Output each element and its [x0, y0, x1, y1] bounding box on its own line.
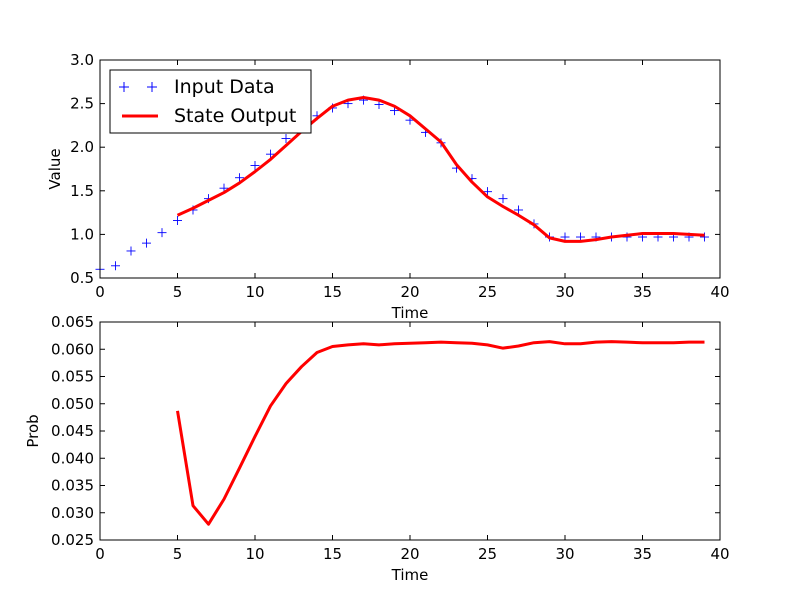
bottom-y-tick-label: 0.025 — [51, 531, 94, 549]
bottom-x-axis-label: Time — [391, 566, 429, 584]
input-data-point — [514, 205, 523, 215]
legend-marker-input-data — [119, 82, 157, 92]
input-data-point — [142, 238, 151, 248]
bottom-plot-area — [176, 340, 705, 526]
top-subplot: 0 5 10 15 20 25 30 35 400.51.01.52.02.53.0 Time … — [46, 51, 730, 322]
bottom-y-tick-label: 0.050 — [51, 395, 94, 413]
bottom-axis-ticks: 0 5 10 15 20 25 30 35 40 0.025 0.030 0.035 0.040 0.04… — [51, 313, 730, 563]
bottom-y-axis-label: Prob — [24, 414, 42, 447]
top-plot-area — [95, 95, 709, 274]
bottom-x-tick-label: 5 — [173, 545, 183, 563]
top-axis-ticks: 0 5 10 15 20 25 30 35 40 0.5 1.0 1.5 2.0 2.5 3.0 — [70, 51, 729, 301]
bottom-series-prob-line — [176, 340, 705, 526]
top-y-tick-label: 1.0 — [70, 225, 94, 243]
bottom-subplot: 0 5 10 15 20 25 30 35 40 0.025 0.030 0.035 0.040 0.04… — [24, 313, 730, 584]
input-data-point — [235, 173, 244, 183]
bottom-x-tick-label: 20 — [400, 545, 419, 563]
top-x-tick-label: 30 — [555, 283, 574, 301]
input-data-point — [157, 228, 167, 238]
bottom-y-tick-label: 0.040 — [51, 449, 94, 467]
bottom-y-tick-label: 0.030 — [51, 504, 94, 522]
bottom-y-tick-label: 0.035 — [51, 477, 94, 495]
top-x-tick-label: 35 — [633, 283, 652, 301]
bottom-x-tick-label: 25 — [478, 545, 497, 563]
top-x-tick-label: 0 — [95, 283, 105, 301]
top-x-tick-label: 25 — [478, 283, 497, 301]
top-y-tick-label: 0.5 — [70, 269, 94, 287]
legend-label-input-data: Input Data — [174, 76, 275, 98]
top-y-axis-label: Value — [46, 148, 64, 189]
top-x-tick-label: 40 — [710, 283, 729, 301]
input-data-point — [111, 261, 120, 271]
top-series-input-data — [95, 95, 709, 274]
top-y-tick-label: 2.0 — [70, 138, 94, 156]
top-y-tick-label: 1.5 — [70, 182, 94, 200]
input-data-point — [483, 187, 492, 197]
top-y-tick-label: 3.0 — [70, 51, 94, 69]
top-x-tick-label: 10 — [245, 283, 264, 301]
bottom-y-tick-label: 0.060 — [51, 340, 94, 358]
bottom-y-tick-label: 0.045 — [51, 422, 94, 440]
input-data-point — [498, 194, 508, 204]
input-data-point — [126, 246, 136, 256]
top-x-tick-label: 15 — [323, 283, 342, 301]
bottom-x-tick-label: 10 — [245, 545, 264, 563]
bottom-x-tick-label: 15 — [323, 545, 342, 563]
legend: Input Data State Output — [109, 69, 312, 134]
top-y-tick-label: 2.5 — [70, 95, 94, 113]
input-data-point — [266, 149, 275, 159]
top-x-tick-label: 5 — [173, 283, 183, 301]
input-data-point — [250, 161, 260, 171]
legend-frame — [109, 69, 312, 134]
bottom-x-tick-label: 30 — [555, 545, 574, 563]
top-series-state-output-line — [176, 96, 705, 243]
bottom-x-tick-label: 35 — [633, 545, 652, 563]
legend-label-state-output: State Output — [174, 105, 296, 127]
bottom-x-tick-label: 40 — [710, 545, 729, 563]
bottom-y-tick-label: 0.065 — [51, 313, 94, 331]
input-data-point — [281, 133, 291, 143]
top-x-axis-label: Time — [391, 304, 429, 322]
bottom-x-tick-label: 0 — [95, 545, 105, 563]
bottom-y-tick-label: 0.055 — [51, 368, 94, 386]
top-x-tick-label: 20 — [400, 283, 419, 301]
input-data-point — [173, 215, 182, 225]
